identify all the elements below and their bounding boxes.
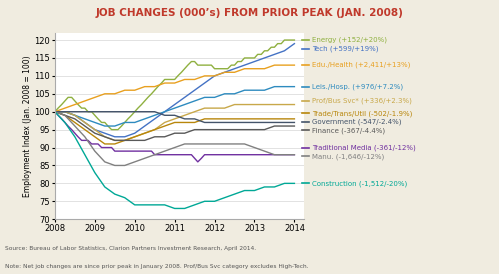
Text: Trade/Trans/Util (-502/-1.9%): Trade/Trans/Util (-502/-1.9%) (312, 110, 412, 117)
Y-axis label: Employment Index (Jan. 2008 = 100): Employment Index (Jan. 2008 = 100) (22, 55, 31, 197)
Text: Tech (+599/+19%): Tech (+599/+19%) (312, 46, 378, 52)
Text: Traditional Media (-361/-12%): Traditional Media (-361/-12%) (312, 144, 416, 151)
Text: Leis./Hosp. (+976/+7.2%): Leis./Hosp. (+976/+7.2%) (312, 83, 403, 90)
Text: Finance (-367/-4.4%): Finance (-367/-4.4%) (312, 127, 385, 134)
Text: Construction (-1,512/-20%): Construction (-1,512/-20%) (312, 180, 407, 187)
Text: Government (-547/-2.4%): Government (-547/-2.4%) (312, 118, 401, 125)
Text: Edu./Health (+2,411/+13%): Edu./Health (+2,411/+13%) (312, 62, 410, 68)
Text: Prof/Bus Svc* (+336/+2.3%): Prof/Bus Svc* (+336/+2.3%) (312, 98, 412, 104)
Text: JOB CHANGES (000’s) FROM PRIOR PEAK (JAN. 2008): JOB CHANGES (000’s) FROM PRIOR PEAK (JAN… (96, 8, 403, 18)
Text: Energy (+152/+20%): Energy (+152/+20%) (312, 37, 387, 43)
Text: Manu. (-1,646/-12%): Manu. (-1,646/-12%) (312, 153, 384, 160)
Text: Source: Bureau of Labor Statistics, Clarion Partners Investment Research, April : Source: Bureau of Labor Statistics, Clar… (5, 246, 256, 251)
Text: Note: Net job changes are since prior peak in January 2008. Prof/Bus Svc categor: Note: Net job changes are since prior pe… (5, 264, 308, 269)
